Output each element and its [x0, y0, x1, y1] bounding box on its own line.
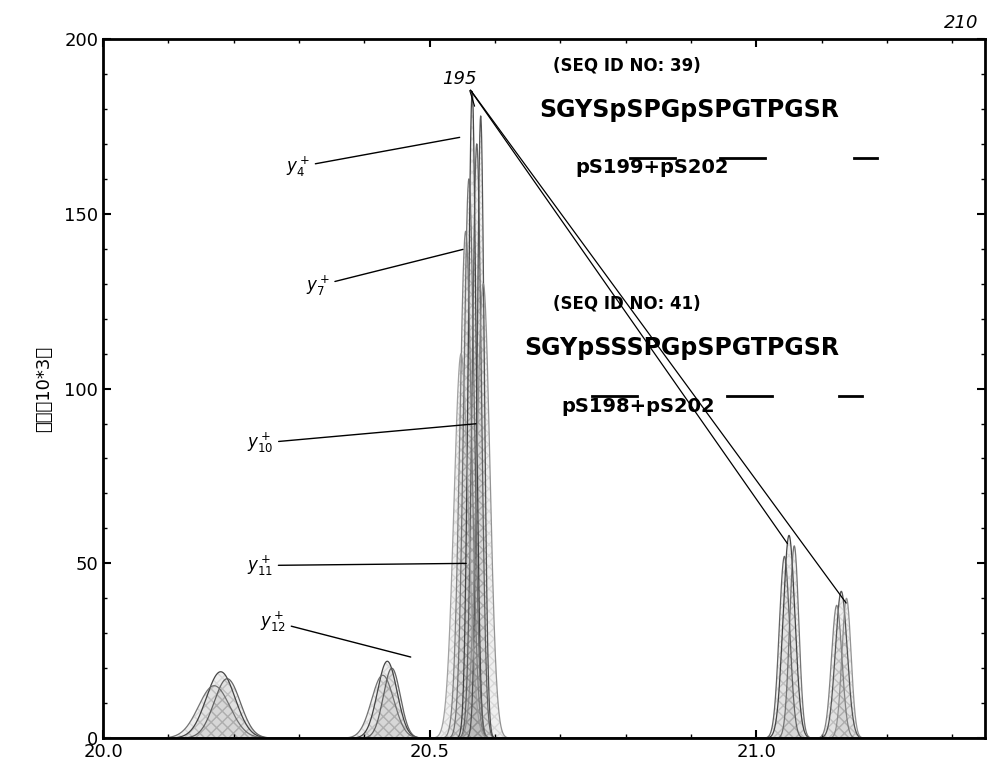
- Text: $y_4^+$: $y_4^+$: [286, 137, 460, 179]
- Text: 210: 210: [944, 14, 978, 32]
- Text: (SEQ ID NO: 41): (SEQ ID NO: 41): [553, 294, 700, 312]
- Text: SGYpSSSPGpSPGTPGSR: SGYpSSSPGpSPGTPGSR: [525, 336, 840, 360]
- Text: $y_7^+$: $y_7^+$: [306, 249, 463, 298]
- Text: $y_{11}^+$: $y_{11}^+$: [247, 553, 466, 577]
- Text: pS199+pS202: pS199+pS202: [575, 158, 728, 177]
- Text: SGYSpSPGpSPGTPGSR: SGYSpSPGpSPGTPGSR: [540, 99, 840, 123]
- Text: (SEQ ID NO: 39): (SEQ ID NO: 39): [553, 57, 701, 74]
- Text: 195: 195: [442, 70, 476, 88]
- Text: pS198+pS202: pS198+pS202: [562, 397, 715, 416]
- Y-axis label: 强度（10*3）: 强度（10*3）: [35, 345, 53, 431]
- Text: $y_{10}^+$: $y_{10}^+$: [247, 424, 476, 456]
- Text: $y_{12}^+$: $y_{12}^+$: [260, 609, 411, 657]
